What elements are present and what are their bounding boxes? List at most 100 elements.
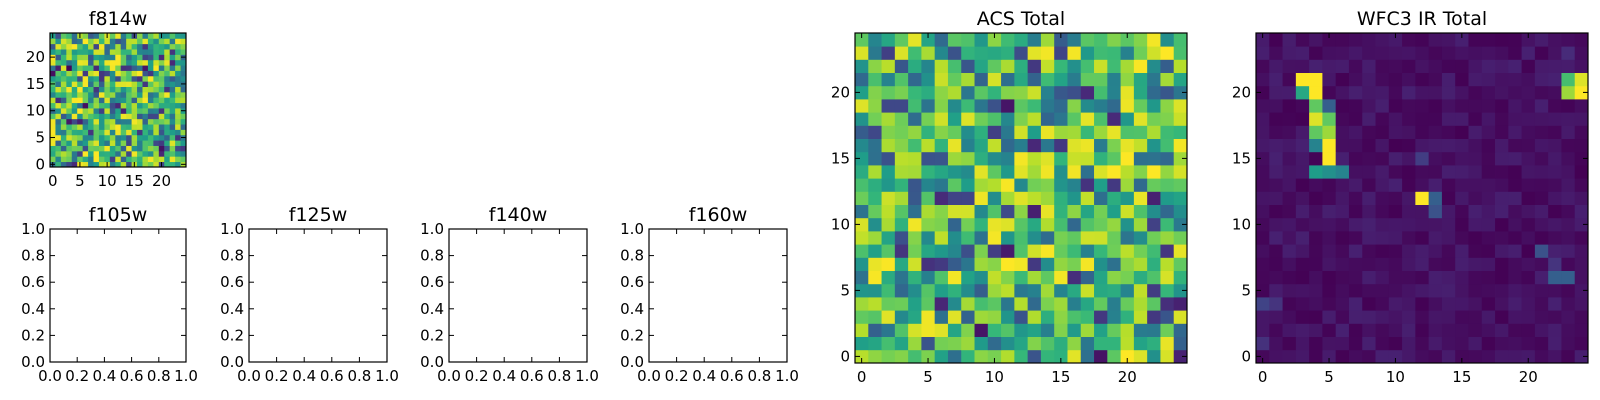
heatmap-cell [1295, 204, 1310, 219]
heatmap-cell [77, 102, 84, 109]
heatmap-cell [1067, 257, 1082, 271]
heatmap-cell [934, 349, 949, 364]
heatmap-cell [1309, 138, 1323, 153]
heatmap-cell [1014, 217, 1029, 232]
heatmap-cell [1534, 165, 1549, 179]
heatmap-cell [126, 65, 132, 71]
heatmap-cell [1309, 323, 1323, 337]
heatmap-cell [1548, 217, 1562, 232]
heatmap-cell [974, 59, 989, 73]
heatmap-cell [1362, 85, 1376, 100]
heatmap-cell [147, 75, 154, 82]
heatmap-cell [77, 65, 84, 71]
heatmap-cell [1080, 72, 1095, 87]
heatmap-cell [1094, 165, 1108, 179]
heatmap-cell [93, 134, 100, 141]
heatmap-cell [98, 97, 105, 104]
heatmap-cell [120, 38, 127, 45]
heatmap-cell [1001, 72, 1015, 87]
heatmap-cell [120, 54, 127, 61]
heatmap-cell [1468, 270, 1483, 285]
heatmap-cell [921, 85, 936, 100]
heatmap-cell [1014, 297, 1029, 311]
heatmap-cell [921, 257, 936, 271]
heatmap-cell [934, 297, 949, 311]
heatmap-cell [55, 156, 62, 163]
heatmap-cell [158, 102, 165, 109]
heatmap-cell [158, 129, 165, 136]
heatmap-cell [93, 54, 100, 61]
heatmap-cell [60, 43, 67, 50]
heatmap-cell [881, 257, 896, 271]
heatmap-cell [71, 91, 78, 98]
heatmap-cell [93, 140, 100, 146]
heatmap-cell [921, 270, 936, 285]
x-tick-label: 0.0 [437, 367, 461, 385]
heatmap-cell [1107, 138, 1121, 153]
heatmap-cell [881, 151, 896, 166]
heatmap-cell [1282, 231, 1297, 245]
heatmap-cell [1481, 297, 1496, 311]
heatmap-cell [1534, 125, 1549, 139]
heatmap-cell [131, 156, 138, 163]
heatmap-cell [66, 161, 73, 168]
heatmap-cell [126, 102, 132, 109]
heatmap-cell [1054, 178, 1068, 192]
heatmap-cell [115, 91, 122, 98]
heatmap-cell [1160, 297, 1175, 311]
heatmap-cell [1040, 323, 1055, 337]
heatmap-cell [1455, 46, 1469, 60]
heatmap-cell [142, 161, 149, 168]
heatmap-cell [1534, 310, 1549, 324]
heatmap-cell [115, 70, 122, 77]
heatmap-cell [1534, 59, 1549, 73]
heatmap-cell [169, 49, 176, 55]
heatmap-cell [175, 86, 181, 93]
heatmap-cell [1282, 217, 1297, 232]
chart-title: ACS Total [977, 8, 1065, 30]
heatmap-cell [1534, 178, 1549, 192]
heatmap-cell [1107, 191, 1121, 205]
heatmap-cell [60, 134, 67, 141]
heatmap-cell [1495, 336, 1509, 351]
heatmap-cell [104, 108, 111, 114]
heatmap-cell [1574, 151, 1589, 166]
heatmap-cell [1481, 72, 1496, 87]
heatmap-cell [1335, 257, 1350, 271]
heatmap-cell [1481, 151, 1496, 166]
heatmap-cell [147, 156, 154, 163]
heatmap-cell [1001, 270, 1015, 285]
heatmap-cell [66, 33, 73, 39]
heatmap-cell [1574, 85, 1589, 100]
heatmap-cell [147, 49, 154, 55]
heatmap-cell [1067, 125, 1082, 139]
heatmap-cell [147, 97, 154, 104]
heatmap-cell [921, 310, 936, 324]
heatmap-cell [1548, 33, 1562, 47]
x-tick-label: 0.4 [492, 367, 516, 385]
heatmap-cell [1508, 270, 1522, 285]
x-tick-label: 5 [75, 172, 85, 190]
heatmap-cell [894, 270, 909, 285]
heatmap-cell [93, 43, 100, 50]
heatmap-cell [1133, 336, 1148, 351]
heatmap-cell [164, 97, 171, 104]
heatmap-cell [1402, 349, 1416, 364]
heatmap-cell [1133, 244, 1148, 258]
heatmap-cell [1094, 323, 1108, 337]
heatmap-cell [1080, 165, 1095, 179]
heatmap-cell [1561, 85, 1576, 100]
heatmap-cell [1441, 33, 1456, 47]
heatmap-cell [1574, 231, 1589, 245]
heatmap-cell [855, 204, 869, 219]
heatmap-cell [1322, 178, 1337, 192]
heatmap-cell [77, 134, 84, 141]
heatmap-cell [71, 65, 78, 71]
heatmap-cell [98, 129, 105, 136]
heatmap-cell [987, 165, 1002, 179]
heatmap-cell [1160, 231, 1175, 245]
heatmap-cell [921, 217, 936, 232]
heatmap-cell [50, 70, 56, 77]
heatmap-cell [1282, 257, 1297, 271]
heatmap-cell [1508, 297, 1522, 311]
